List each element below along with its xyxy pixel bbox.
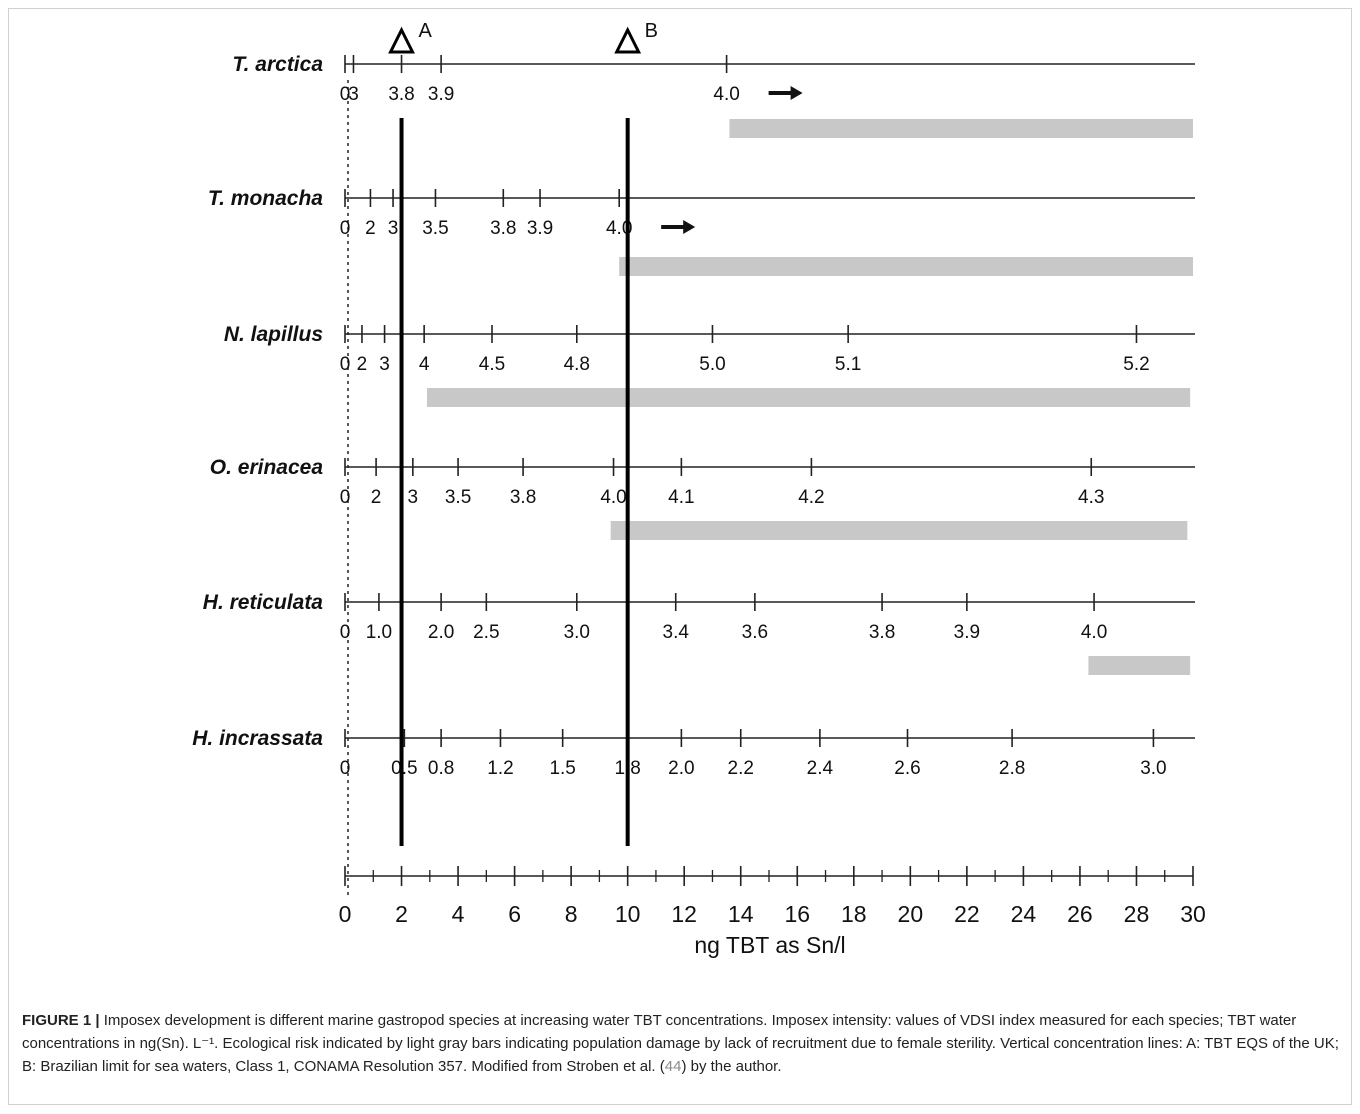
species-tick-label: 0 [340,218,351,239]
species-label: N. lapillus [224,323,323,346]
x-tick-label: 2 [395,901,408,927]
figure-label: FIGURE 1 | [22,1012,100,1029]
species-tick-label: 2.0 [668,758,694,779]
figure-caption: FIGURE 1 | Imposex development is differ… [22,1009,1342,1078]
species-tick-label: 0 [340,622,351,643]
species-tick-label: 3.9 [527,218,553,239]
species-tick-label: 3.9 [428,84,454,105]
species-tick-label: 3.5 [445,487,471,508]
triangle-icon [388,26,415,54]
species-label: H. incrassata [192,727,323,750]
triangle-icon [614,26,642,54]
species-tick-label: 4.0 [713,84,739,105]
reference-line-label: B [645,20,658,42]
x-tick-label: 22 [954,901,980,927]
species-tick-label: 2 [357,354,368,375]
arrow-right-icon [768,86,803,100]
x-tick-label: 6 [508,901,521,927]
species-tick-label: 0.8 [428,758,454,779]
species-tick-label: 1.2 [487,758,513,779]
x-tick-label: 12 [671,901,697,927]
species-tick-label: 2.6 [894,758,920,779]
species-tick-label: 3.8 [388,84,414,105]
species-tick-label: 2.8 [999,758,1025,779]
species-tick-label: 1.5 [549,758,575,779]
species-tick-label: 3.4 [663,622,690,643]
x-tick-label: 16 [784,901,810,927]
species-tick-label: 2 [365,218,376,239]
risk-bar [610,521,1188,540]
caption-tail: ) by the author. [681,1058,782,1075]
species-tick-label: 3 [388,218,399,239]
species-tick-label: 3 [408,487,419,508]
species-tick-label: 4.0 [1081,622,1107,643]
species-tick-label: 4.3 [1078,487,1104,508]
species-tick-label: 1.0 [366,622,392,643]
x-tick-label: 4 [452,901,465,927]
x-tick-label: 14 [728,901,754,927]
arrow-right-icon [661,220,696,234]
species-tick-label: 5.2 [1123,354,1149,375]
x-tick-label: 30 [1180,901,1206,927]
species-label: T. arctica [232,53,323,76]
species-tick-label: 3.0 [564,622,590,643]
risk-bar [619,257,1193,276]
species-tick-label: 0 [340,487,351,508]
species-tick-label: 5.0 [699,354,725,375]
species-tick-label: 4.5 [479,354,505,375]
species-tick-label: 0 [340,84,351,105]
species-tick-label: 2.5 [473,622,499,643]
species-tick-label: 0 [340,758,351,779]
species-tick-label: 3 [348,84,359,105]
x-tick-label: 10 [615,901,641,927]
species-tick-label: 4 [419,354,430,375]
x-tick-label: 20 [898,901,924,927]
species-tick-label: 4.2 [798,487,824,508]
risk-bar [1088,656,1191,675]
species-label: H. reticulata [203,591,324,614]
x-tick-label: 0 [339,901,352,927]
species-tick-label: 3.0 [1140,758,1166,779]
species-tick-label: 3.5 [422,218,448,239]
x-tick-label: 8 [565,901,578,927]
species-tick-label: 2.4 [807,758,834,779]
reference-line-label: A [419,20,433,42]
species-tick-label: 3.8 [510,487,536,508]
species-tick-label: 4.8 [564,354,590,375]
x-axis-label: ng TBT as Sn/l [694,932,845,958]
species-label: O. erinacea [210,456,324,479]
x-tick-label: 26 [1067,901,1093,927]
figure-frame [8,8,1352,1105]
species-label: T. monacha [208,187,323,210]
risk-bar [729,119,1193,138]
species-tick-label: 4.0 [600,487,626,508]
risk-bar [426,388,1191,407]
species-tick-label: 3.6 [742,622,768,643]
species-tick-label: 3.8 [490,218,516,239]
x-tick-label: 28 [1124,901,1150,927]
caption-ref: 44 [664,1058,682,1075]
species-tick-label: 2.0 [428,622,454,643]
species-tick-label: 2.2 [728,758,754,779]
species-tick-label: 0.5 [391,758,417,779]
species-tick-label: 5.1 [835,354,861,375]
species-tick-label: 3.9 [954,622,980,643]
species-tick-label: 0 [340,354,351,375]
species-tick-label: 2 [371,487,382,508]
caption-text: Imposex development is different marine … [22,1012,1339,1075]
species-tick-label: 3 [379,354,390,375]
species-tick-label: 3.8 [869,622,895,643]
species-tick-label: 4.1 [668,487,694,508]
x-tick-label: 18 [841,901,867,927]
x-tick-label: 24 [1011,901,1037,927]
